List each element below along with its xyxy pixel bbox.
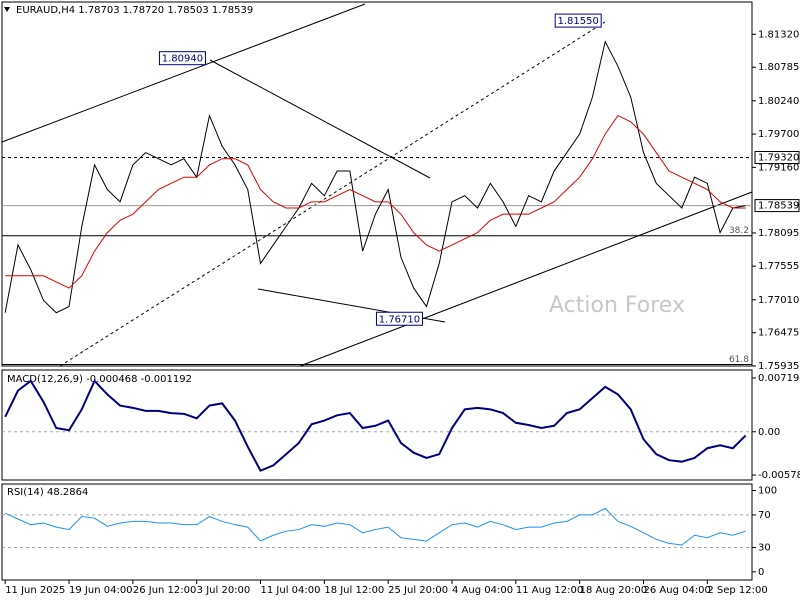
trendline xyxy=(299,191,753,367)
x-tick-label: 18 Aug 20:00 xyxy=(580,585,647,596)
annotation-box xyxy=(554,13,602,28)
y-tick-label: 0.00 xyxy=(758,427,780,438)
fib-label: 61.8 xyxy=(729,355,749,365)
y-tick-label: 1.79160 xyxy=(758,162,799,173)
macd-title: MACD(12,26,9) -0.000468 -0.001192 xyxy=(7,374,192,385)
rsi-panel xyxy=(1,483,753,581)
x-tick-label: 3 Jul 20:00 xyxy=(197,585,251,596)
y-tick-label: 70 xyxy=(758,510,771,521)
fib-label: 38.2 xyxy=(729,226,749,236)
x-tick-label: 11 Aug 12:00 xyxy=(516,585,583,596)
header-icon xyxy=(4,7,10,12)
y-tick-label: 1.76475 xyxy=(758,328,799,339)
x-tick-label: 11 Jun 2025 xyxy=(5,585,65,596)
y-tick-label: 0.007194 xyxy=(758,373,800,384)
x-tick-label: 25 Jul 20:00 xyxy=(388,585,448,596)
level-box xyxy=(754,199,800,213)
price-panel xyxy=(1,1,753,367)
level-box xyxy=(754,150,800,164)
x-tick-label: 19 Jun 04:00 xyxy=(69,585,133,596)
series-line xyxy=(5,114,746,289)
macd-panel xyxy=(1,369,753,481)
x-tick-label: 4 Aug 04:00 xyxy=(452,585,513,596)
x-tick-label: 26 Jun 12:00 xyxy=(133,585,197,596)
series-line xyxy=(4,40,746,314)
series-line xyxy=(4,379,747,472)
level-label: 1.78539 xyxy=(758,201,799,212)
watermark: Action Forex xyxy=(549,293,685,318)
annotation-label: 1.81550 xyxy=(558,16,599,27)
y-tick-label: 1.80240 xyxy=(758,96,799,107)
level-label: 1.79320 xyxy=(758,152,799,163)
rsi-title: RSI(14) 48.2864 xyxy=(7,487,88,498)
x-tick-label: 26 Aug 04:00 xyxy=(643,585,710,596)
y-tick-label: 1.77555 xyxy=(758,261,799,272)
x-tick-label: 2 Sep 12:00 xyxy=(707,585,767,596)
annotation-box xyxy=(375,311,423,326)
annotation-box xyxy=(158,51,206,66)
x-tick-label: 18 Jul 12:00 xyxy=(324,585,384,596)
header: EURAUD,H4 1.78703 1.78720 1.78503 1.7853… xyxy=(16,5,253,16)
trendline xyxy=(59,21,606,367)
y-tick-label: 1.75935 xyxy=(758,361,799,372)
y-tick-label: 30 xyxy=(758,542,771,553)
series-line xyxy=(4,507,746,546)
y-tick-label: 1.79700 xyxy=(758,129,799,140)
y-tick-label: 100 xyxy=(758,486,777,497)
y-tick-label: 0 xyxy=(758,567,764,578)
y-tick-label: 1.80785 xyxy=(758,62,799,73)
trendline xyxy=(1,3,366,143)
y-tick-label: 1.81320 xyxy=(758,29,799,40)
y-tick-label: -0.005784 xyxy=(758,470,800,481)
trendline xyxy=(209,59,431,179)
y-tick-label: 1.78095 xyxy=(758,228,799,239)
annotation-label: 1.76710 xyxy=(379,314,420,325)
x-tick-label: 11 Jul 04:00 xyxy=(261,585,321,596)
y-tick-label: 1.77010 xyxy=(758,295,799,306)
annotation-label: 1.80940 xyxy=(162,54,203,65)
